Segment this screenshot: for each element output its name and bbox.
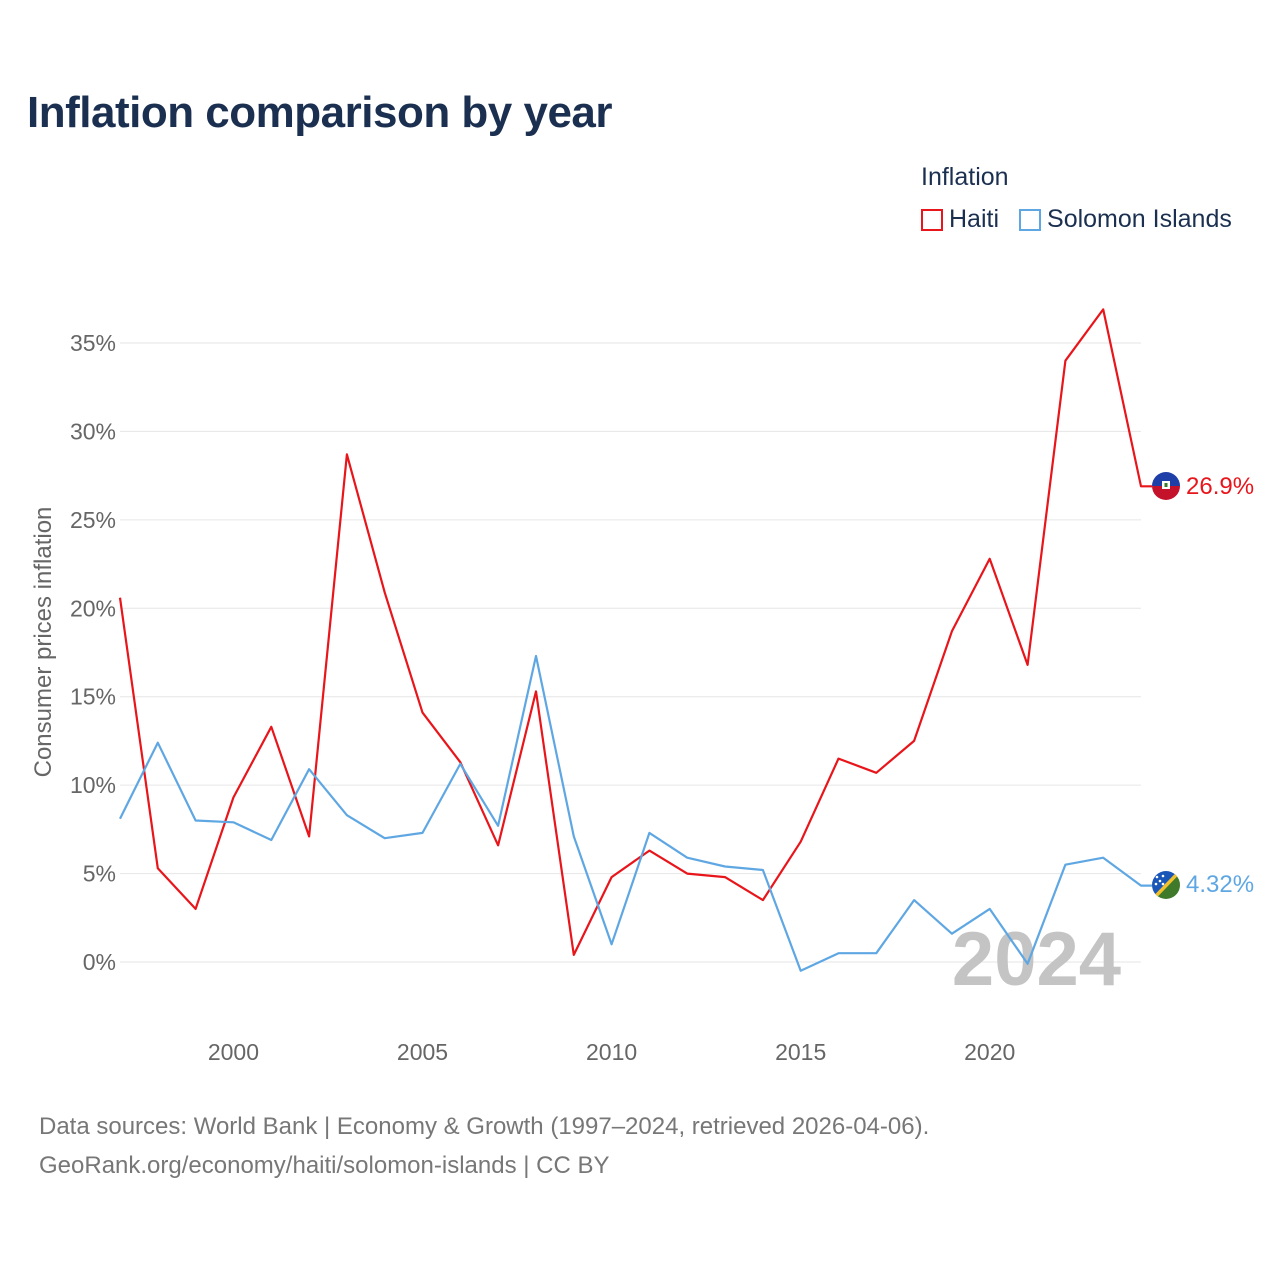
x-tick-label: 2020 [964, 1039, 1015, 1065]
grid-lines [120, 342, 1141, 963]
y-tick-label: 5% [83, 861, 116, 887]
footer: Data sources: World Bank | Economy & Gro… [39, 1107, 929, 1185]
end-label-solomon-islands: 4.32% [1186, 871, 1254, 898]
solomon-islands-flag-icon [1152, 871, 1180, 899]
legend-item-haiti[interactable]: Haiti [921, 205, 999, 234]
series-lines [118, 308, 1152, 972]
line-chart: 0%5%10%15%20%25%30%35% 2000 2005 2010 2015 2… [30, 308, 1254, 1065]
y-tick-label: 30% [70, 418, 116, 444]
end-label-haiti: 26.9% [1186, 473, 1254, 500]
y-tick-label: 35% [70, 330, 116, 356]
y-tick-label: 10% [70, 772, 116, 798]
x-tick-label: 2000 [208, 1039, 259, 1065]
y-tick-label: 25% [70, 507, 116, 533]
series-line-solomon-islands[interactable] [119, 654, 1152, 972]
x-tick-label: 2005 [397, 1039, 448, 1065]
legend-swatch-solomon-islands [1019, 208, 1042, 231]
source-url-text: GeoRank.org/economy/haiti/solomon-island… [39, 1152, 610, 1179]
year-watermark: 2024 [952, 917, 1121, 1002]
legend-label-haiti: Haiti [949, 205, 1000, 233]
x-tick-label: 2010 [586, 1039, 637, 1065]
chart-title: Inflation comparison by year [27, 88, 613, 137]
end-markers [1152, 472, 1180, 899]
haiti-flag-icon [1152, 472, 1180, 500]
legend-label-solomon-islands: Solomon Islands [1047, 205, 1232, 233]
data-sources-text: Data sources: World Bank | Economy & Gro… [39, 1113, 930, 1140]
x-axis-ticks: 2000 2005 2010 2015 2020 [208, 1039, 1015, 1065]
y-axis-ticks: 0% 5% 10% 15% 20% 25% 30% 35% [70, 330, 116, 975]
y-tick-label: 20% [70, 595, 116, 621]
y-tick-label: 0% [83, 949, 116, 975]
series-line-haiti[interactable] [118, 308, 1152, 957]
legend-title: Inflation [921, 163, 1009, 191]
y-axis-label: Consumer prices inflation [30, 507, 57, 778]
legend-item-solomon-islands[interactable]: Solomon Islands [1019, 205, 1232, 234]
x-tick-label: 2015 [775, 1039, 826, 1065]
y-tick-label: 15% [70, 684, 116, 710]
legend: Haiti Solomon Islands [921, 205, 1252, 234]
legend-swatch-haiti [921, 208, 943, 231]
